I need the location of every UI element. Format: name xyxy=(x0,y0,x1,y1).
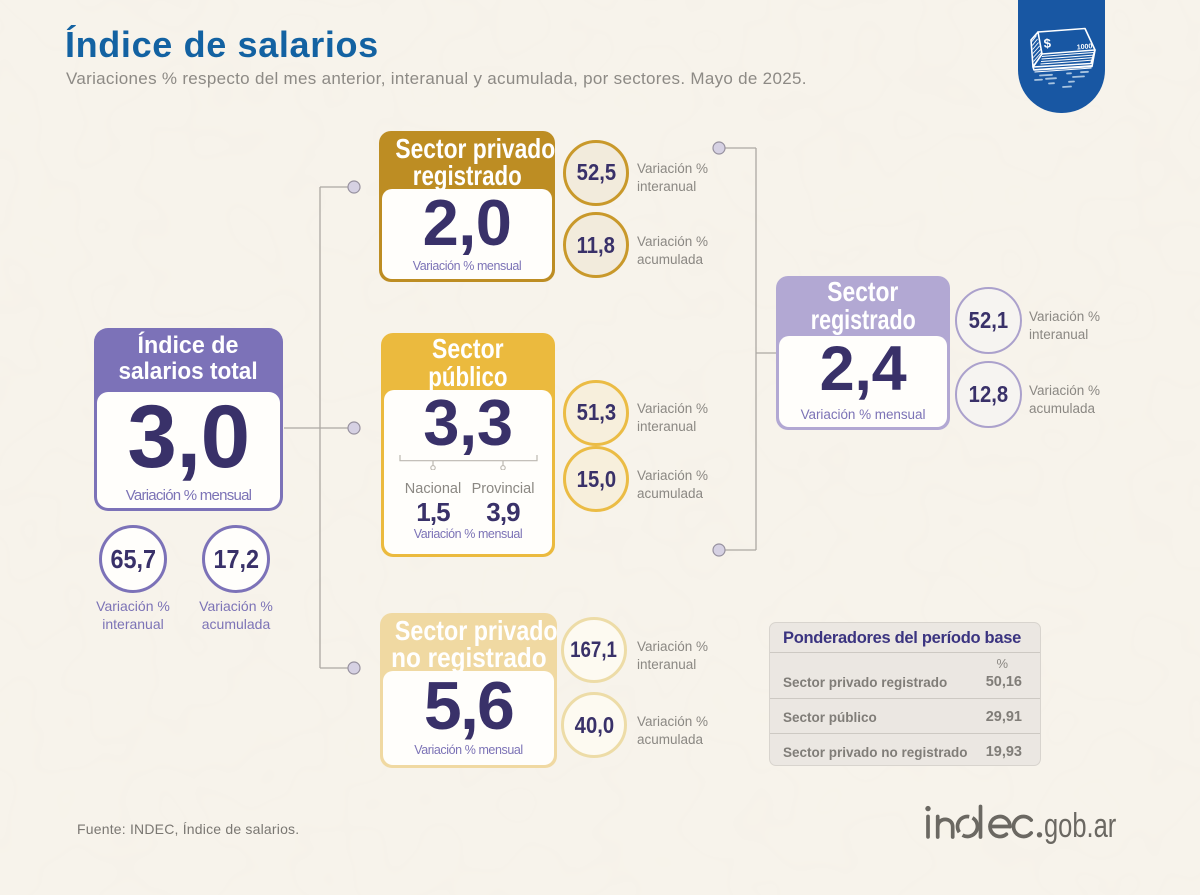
svg-text:1000: 1000 xyxy=(1077,43,1093,51)
svg-text:gob.ar: gob.ar xyxy=(1044,808,1116,845)
svg-text:$: $ xyxy=(1043,35,1052,51)
